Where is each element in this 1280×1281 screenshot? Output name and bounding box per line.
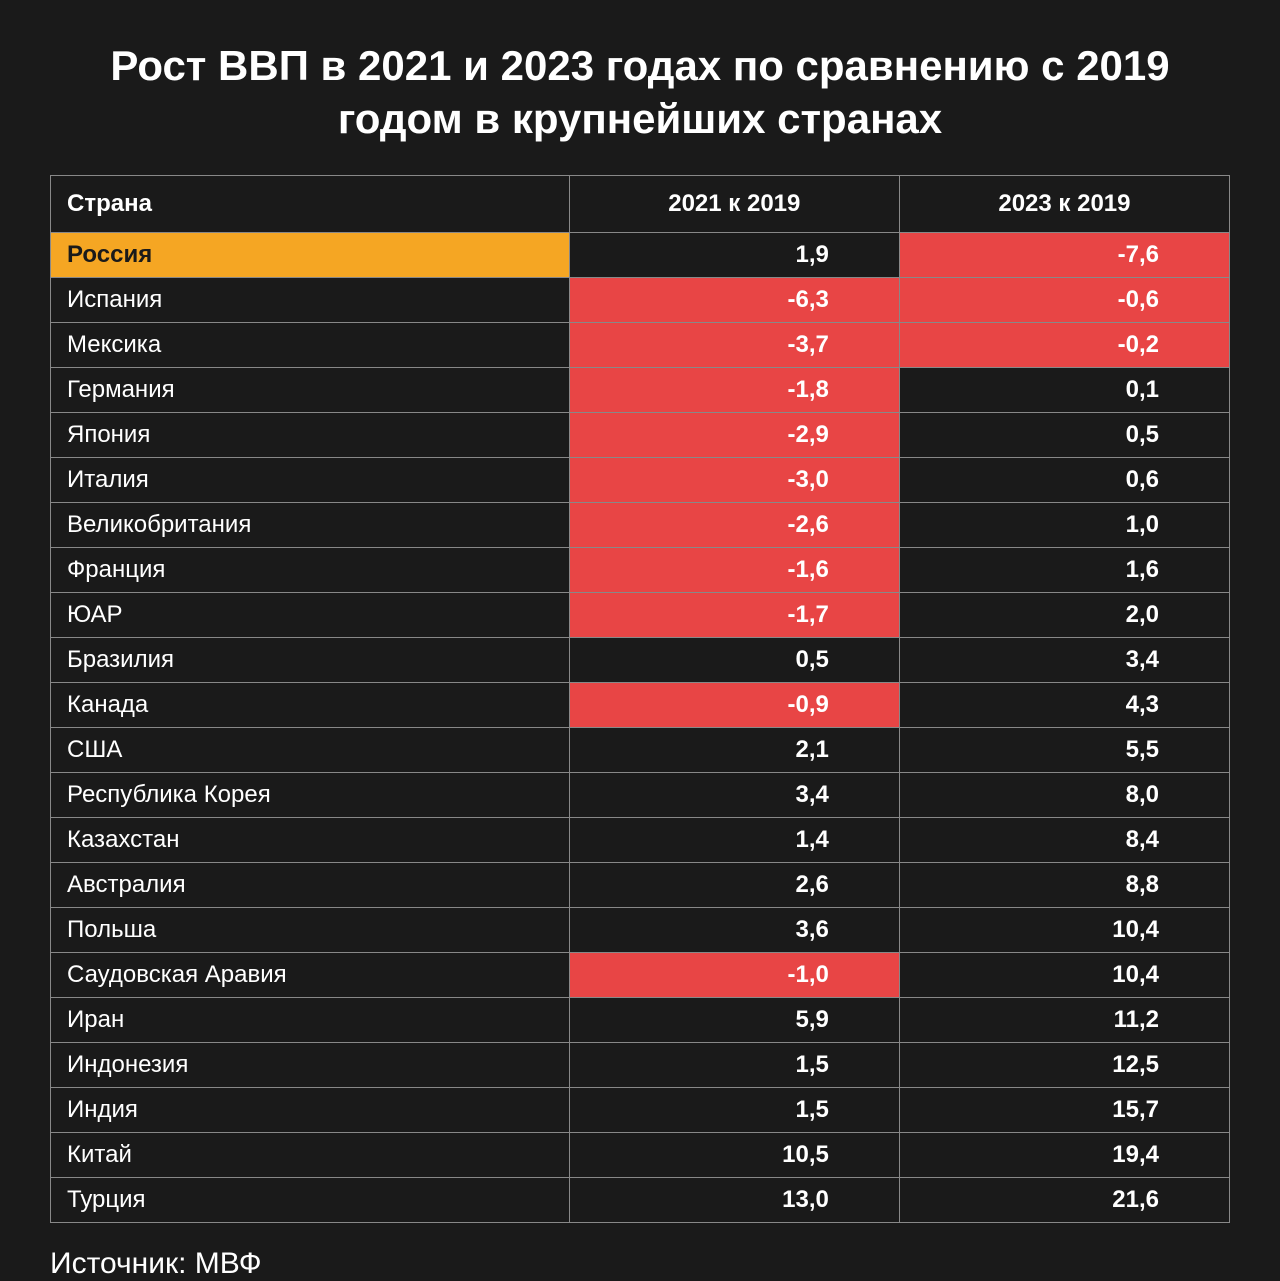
value-2023-cell: 8,0 (899, 773, 1229, 818)
value-2021-cell: -0,9 (569, 683, 899, 728)
value-2023-cell: 8,4 (899, 818, 1229, 863)
value-2023-cell: 1,0 (899, 503, 1229, 548)
value-2023-cell: 0,5 (899, 413, 1229, 458)
country-cell: Бразилия (51, 638, 570, 683)
country-cell: Канада (51, 683, 570, 728)
value-2021-cell: 5,9 (569, 998, 899, 1043)
source-label: Источник: МВФ (50, 1247, 1230, 1281)
value-2023-cell: 12,5 (899, 1043, 1229, 1088)
value-2021-cell: -6,3 (569, 278, 899, 323)
value-2023-cell: -0,6 (899, 278, 1229, 323)
gdp-table: Страна 2021 к 2019 2023 к 2019 Россия1,9… (50, 175, 1230, 1223)
country-cell: Испания (51, 278, 570, 323)
country-cell: Турция (51, 1178, 570, 1223)
value-2021-cell: 1,4 (569, 818, 899, 863)
table-row: Китай10,519,4 (51, 1133, 1230, 1178)
country-cell: Германия (51, 368, 570, 413)
value-2021-cell: 13,0 (569, 1178, 899, 1223)
table-header-row: Страна 2021 к 2019 2023 к 2019 (51, 176, 1230, 233)
value-2021-cell: 10,5 (569, 1133, 899, 1178)
country-cell: Республика Корея (51, 773, 570, 818)
table-row: Мексика-3,7-0,2 (51, 323, 1230, 368)
country-cell: Австралия (51, 863, 570, 908)
value-2023-cell: 0,1 (899, 368, 1229, 413)
value-2023-cell: 10,4 (899, 908, 1229, 953)
value-2023-cell: 15,7 (899, 1088, 1229, 1133)
country-cell: США (51, 728, 570, 773)
value-2021-cell: 3,4 (569, 773, 899, 818)
value-2023-cell: -7,6 (899, 233, 1229, 278)
value-2023-cell: 21,6 (899, 1178, 1229, 1223)
table-row: Италия-3,00,6 (51, 458, 1230, 503)
value-2023-cell: 0,6 (899, 458, 1229, 503)
table-row: Индия1,515,7 (51, 1088, 1230, 1133)
value-2023-cell: 8,8 (899, 863, 1229, 908)
value-2021-cell: 2,1 (569, 728, 899, 773)
value-2023-cell: 5,5 (899, 728, 1229, 773)
value-2021-cell: 2,6 (569, 863, 899, 908)
value-2023-cell: 11,2 (899, 998, 1229, 1043)
value-2021-cell: -3,7 (569, 323, 899, 368)
country-cell: Россия (51, 233, 570, 278)
table-row: Канада-0,94,3 (51, 683, 1230, 728)
value-2023-cell: 19,4 (899, 1133, 1229, 1178)
table-row: США2,15,5 (51, 728, 1230, 773)
table-row: Испания-6,3-0,6 (51, 278, 1230, 323)
table-row: Великобритания-2,61,0 (51, 503, 1230, 548)
value-2023-cell: 3,4 (899, 638, 1229, 683)
country-cell: Франция (51, 548, 570, 593)
page-title: Рост ВВП в 2021 и 2023 годах по сравнени… (50, 40, 1230, 145)
country-cell: Иран (51, 998, 570, 1043)
value-2023-cell: 10,4 (899, 953, 1229, 998)
country-cell: Япония (51, 413, 570, 458)
table-row: Россия1,9-7,6 (51, 233, 1230, 278)
table-row: Австралия2,68,8 (51, 863, 1230, 908)
value-2021-cell: 1,5 (569, 1088, 899, 1133)
value-2023-cell: -0,2 (899, 323, 1229, 368)
value-2021-cell: -1,6 (569, 548, 899, 593)
value-2021-cell: 1,9 (569, 233, 899, 278)
table-row: Индонезия1,512,5 (51, 1043, 1230, 1088)
value-2021-cell: -2,9 (569, 413, 899, 458)
value-2021-cell: -2,6 (569, 503, 899, 548)
table-row: Казахстан1,48,4 (51, 818, 1230, 863)
value-2021-cell: -3,0 (569, 458, 899, 503)
country-cell: ЮАР (51, 593, 570, 638)
value-2021-cell: 0,5 (569, 638, 899, 683)
value-2021-cell: 1,5 (569, 1043, 899, 1088)
table-row: Иран5,911,2 (51, 998, 1230, 1043)
value-2023-cell: 2,0 (899, 593, 1229, 638)
table-row: Бразилия0,53,4 (51, 638, 1230, 683)
country-cell: Саудовская Аравия (51, 953, 570, 998)
country-cell: Польша (51, 908, 570, 953)
table-row: Польша3,610,4 (51, 908, 1230, 953)
value-2021-cell: 3,6 (569, 908, 899, 953)
table-row: Германия-1,80,1 (51, 368, 1230, 413)
country-cell: Индонезия (51, 1043, 570, 1088)
table-row: Республика Корея3,48,0 (51, 773, 1230, 818)
table-row: Турция13,021,6 (51, 1178, 1230, 1223)
country-cell: Индия (51, 1088, 570, 1133)
value-2023-cell: 4,3 (899, 683, 1229, 728)
country-cell: Китай (51, 1133, 570, 1178)
table-row: Саудовская Аравия-1,010,4 (51, 953, 1230, 998)
value-2021-cell: -1,0 (569, 953, 899, 998)
value-2021-cell: -1,8 (569, 368, 899, 413)
col-2023: 2023 к 2019 (899, 176, 1229, 233)
col-country: Страна (51, 176, 570, 233)
value-2021-cell: -1,7 (569, 593, 899, 638)
table-row: Франция-1,61,6 (51, 548, 1230, 593)
country-cell: Италия (51, 458, 570, 503)
col-2021: 2021 к 2019 (569, 176, 899, 233)
country-cell: Мексика (51, 323, 570, 368)
table-body: Россия1,9-7,6Испания-6,3-0,6Мексика-3,7-… (51, 233, 1230, 1223)
country-cell: Казахстан (51, 818, 570, 863)
table-row: Япония-2,90,5 (51, 413, 1230, 458)
table-row: ЮАР-1,72,0 (51, 593, 1230, 638)
country-cell: Великобритания (51, 503, 570, 548)
value-2023-cell: 1,6 (899, 548, 1229, 593)
